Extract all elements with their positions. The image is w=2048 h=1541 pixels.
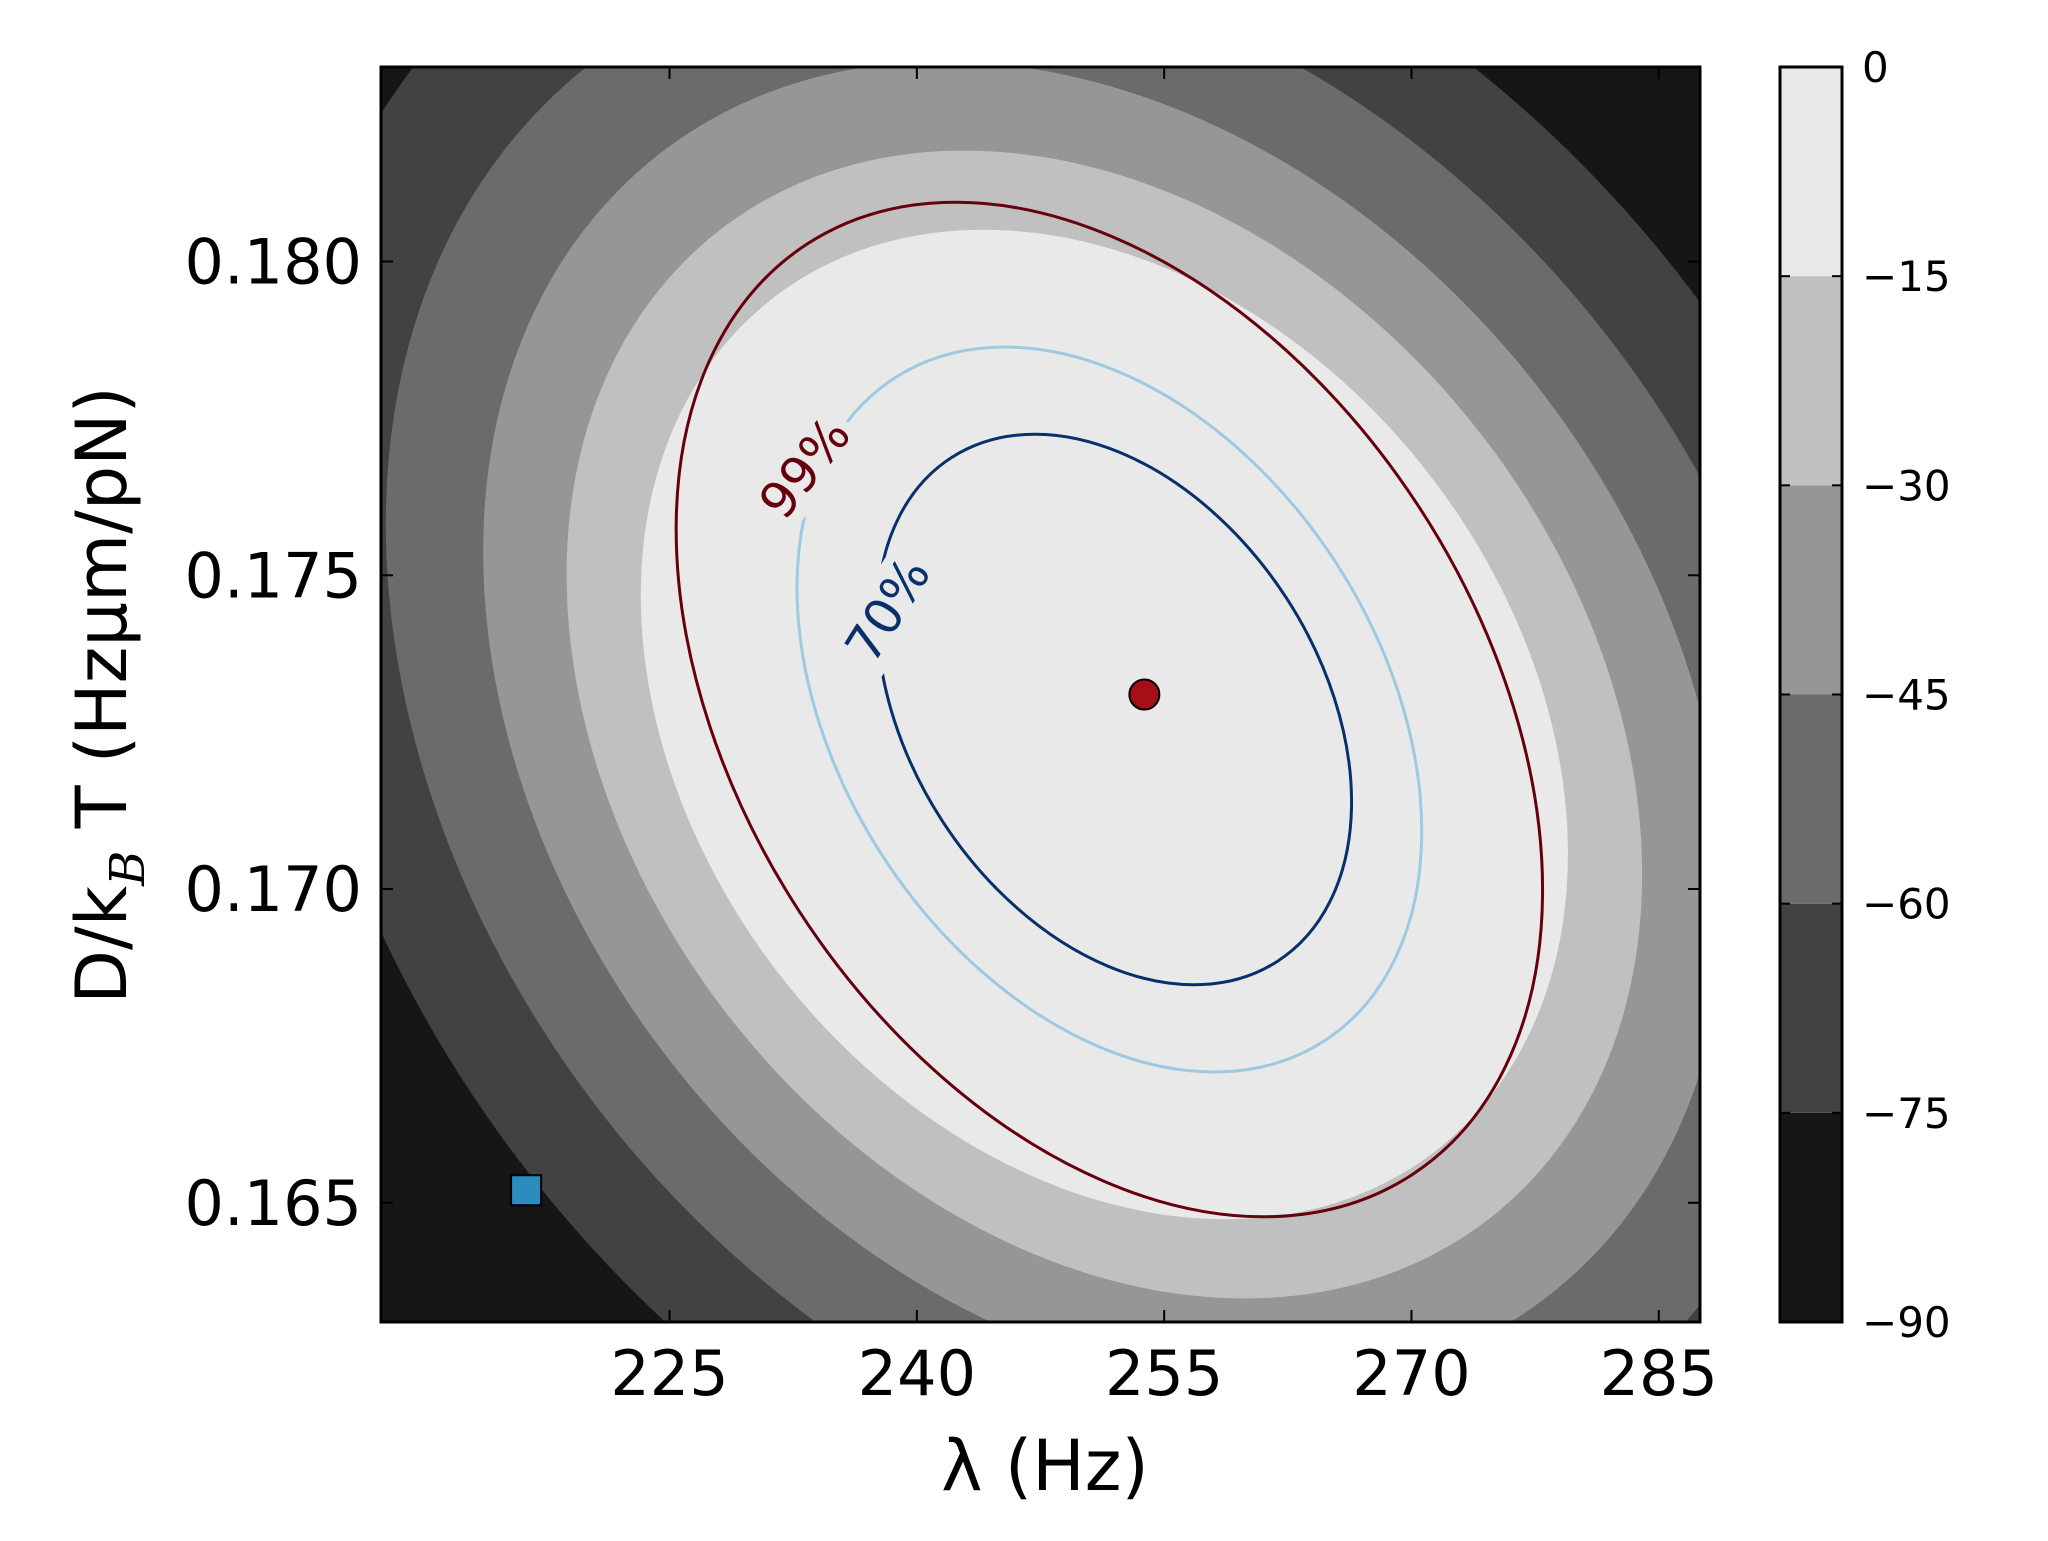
y-axis-label-subscript: B	[100, 851, 156, 887]
colorbar: 0 −15 −30 −45 −60 −75 −90	[1780, 43, 1951, 1347]
colorbar-tick-label: −90	[1862, 1298, 1951, 1347]
y-axis-label: D/kB T (Hzμm/pN)	[61, 386, 156, 1004]
x-tick-label: 240	[858, 1337, 976, 1410]
colorbar-band	[1780, 1113, 1842, 1322]
x-tick-label: 225	[610, 1337, 728, 1410]
y-tick-label: 0.165	[185, 1167, 363, 1240]
colorbar-band	[1780, 485, 1842, 694]
colorbar-tick-label: −15	[1862, 252, 1951, 301]
x-tick-label: 255	[1105, 1337, 1223, 1410]
marker-reference	[511, 1175, 541, 1205]
marker-best-fit	[1129, 680, 1159, 710]
colorbar-tick-label: −30	[1862, 461, 1951, 510]
colorbar-band	[1780, 276, 1842, 485]
y-tick-label: 0.180	[185, 226, 363, 299]
colorbar-band	[1780, 67, 1842, 276]
colorbar-tick-label: 0	[1862, 43, 1889, 92]
colorbar-tick-label: −60	[1862, 880, 1951, 929]
colorbar-band	[1780, 904, 1842, 1113]
y-axis-label-main: D/k	[61, 885, 143, 1003]
colorbar-tick-label: −45	[1862, 671, 1951, 720]
x-axis-label: λ (Hz)	[941, 1425, 1149, 1507]
y-tick-label: 0.170	[185, 853, 363, 926]
x-tick-label: 270	[1352, 1337, 1470, 1410]
x-tick-label: 285	[1600, 1337, 1718, 1410]
colorbar-tick-label: −75	[1862, 1089, 1951, 1138]
y-axis-label-tail: T (Hzμm/pN)	[61, 386, 143, 850]
y-tick-label: 0.175	[185, 539, 363, 612]
colorbar-band	[1780, 695, 1842, 904]
